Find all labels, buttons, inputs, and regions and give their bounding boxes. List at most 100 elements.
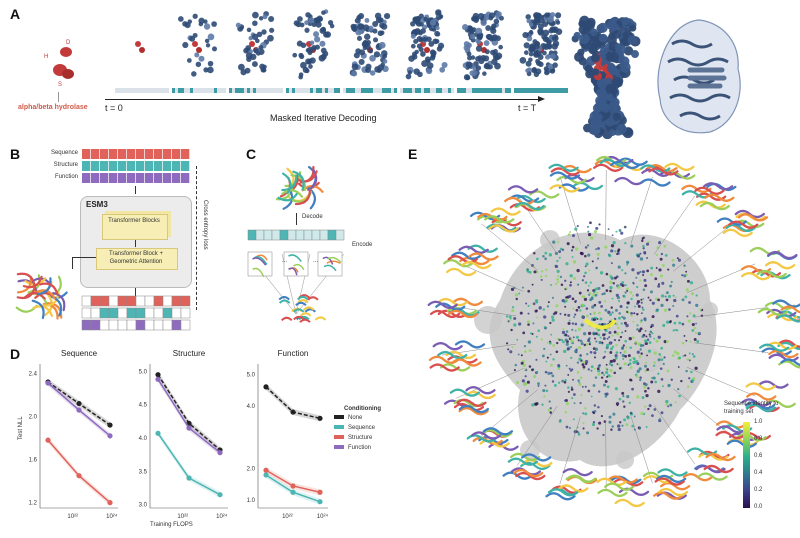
token-strip xyxy=(115,88,169,93)
y-tick-label: 2.4 xyxy=(29,371,38,377)
protein-ribbon-icon xyxy=(275,165,324,210)
callout-line xyxy=(686,366,756,397)
token-strip xyxy=(400,88,454,93)
callout-line xyxy=(605,170,607,241)
legend: None Sequence Structure Function xyxy=(334,415,394,457)
residue-label-s: S xyxy=(58,82,63,88)
decoding-frame xyxy=(235,11,275,76)
data-point xyxy=(317,489,323,495)
data-point xyxy=(217,450,223,456)
data-point xyxy=(76,400,82,407)
data-point xyxy=(263,384,269,390)
esm3-box xyxy=(80,196,192,288)
token-row-icon xyxy=(247,229,345,241)
protein-icon xyxy=(443,386,496,416)
callout-line xyxy=(441,343,517,356)
y-tick-label: 3.0 xyxy=(139,503,148,509)
legend-item: Structure xyxy=(334,435,372,441)
ellipsis-1: ... xyxy=(282,258,288,264)
legend-item: Function xyxy=(334,445,371,451)
data-point xyxy=(45,437,51,443)
decoding-frame xyxy=(178,13,218,77)
track-label-function: Function xyxy=(54,174,78,180)
density-island xyxy=(540,230,560,250)
data-point xyxy=(155,372,161,378)
protein-icon xyxy=(545,468,598,501)
y-tick-label: 5.0 xyxy=(247,372,256,378)
protein-icon xyxy=(443,244,499,277)
data-point xyxy=(290,483,296,489)
residue-label-h: H xyxy=(44,54,49,60)
legend-swatch xyxy=(334,445,344,450)
colorbar-tick: 0.8 xyxy=(754,436,763,442)
track-label-sequence: Sequence xyxy=(50,150,78,156)
y-tick-label: 1.0 xyxy=(247,498,256,504)
protein-icon xyxy=(596,475,650,508)
protein-icon xyxy=(759,339,800,369)
y-tick-label: 2.0 xyxy=(29,414,38,420)
decoding-frame xyxy=(135,41,145,53)
panel-label-d: D xyxy=(10,346,21,362)
active-site-blobs xyxy=(50,40,90,90)
cartoon-protein-icon xyxy=(657,19,741,134)
embedding-map-svg xyxy=(427,155,800,508)
series-band xyxy=(158,371,220,453)
track-grid xyxy=(82,149,190,183)
structure-arrow xyxy=(72,257,96,258)
time-axis xyxy=(105,99,540,100)
density-island xyxy=(616,451,634,469)
data-point xyxy=(107,433,113,439)
decoding-frame xyxy=(349,12,391,77)
ellipsis-2: ... xyxy=(313,258,319,264)
x-tick-label: 10²⁴ xyxy=(106,513,118,520)
y-tick-label: 4.0 xyxy=(247,404,256,410)
x-tick-label: 10²² xyxy=(177,514,188,520)
panel-label-b: B xyxy=(10,146,21,162)
protein-icon xyxy=(642,468,691,500)
protein-icon xyxy=(740,246,798,281)
token-strip xyxy=(457,88,511,93)
local-structure-icon xyxy=(247,251,345,323)
protein-frames-icon xyxy=(135,9,563,81)
colorbar-tick: 0.6 xyxy=(754,453,763,459)
masked-input-tokens xyxy=(81,295,191,332)
legend-swatch xyxy=(334,425,344,430)
x-tick-label: 10²² xyxy=(282,514,293,520)
x-tick-label: 10²⁴ xyxy=(216,513,228,520)
y-tick-label: 2.0 xyxy=(247,467,256,473)
transformer-blocks xyxy=(102,214,168,240)
data-point xyxy=(186,475,192,481)
embedding-map xyxy=(410,150,800,538)
protein-icon xyxy=(504,185,560,212)
local-environments xyxy=(244,244,348,330)
t-end: t = T xyxy=(518,103,537,113)
density-region xyxy=(489,232,717,467)
legend-swatch xyxy=(334,415,344,420)
y-tick-label: 4.5 xyxy=(139,403,148,409)
final-structure-cartoon xyxy=(650,14,750,139)
decode-label: Decode xyxy=(302,214,323,220)
decoding-frame xyxy=(292,9,335,80)
chart-title: Sequence xyxy=(61,349,98,358)
legend-label: None xyxy=(348,415,363,421)
legend-label: Function xyxy=(348,445,372,451)
final-structure-spheres xyxy=(565,14,650,140)
track-label-structure: Structure xyxy=(53,162,78,168)
protein-icon xyxy=(548,163,604,193)
input-protein xyxy=(12,268,72,326)
callout-line xyxy=(481,223,538,271)
panel-label-a: A xyxy=(10,6,21,22)
callout-line xyxy=(673,225,731,272)
protein-icon xyxy=(428,340,486,372)
chart-title: Structure xyxy=(173,349,206,358)
token-strip xyxy=(172,88,226,93)
high-identity-cluster xyxy=(583,318,617,330)
encode-label: Encode xyxy=(352,242,373,248)
colorbar-title: Sequence identity to training set xyxy=(724,401,779,415)
time-axis-arrow-icon xyxy=(538,96,545,102)
protein-icon xyxy=(716,209,769,237)
geometric-attention-label: Transformer Block + Geometric Attention xyxy=(109,251,163,265)
data-point xyxy=(107,500,113,506)
data-point xyxy=(155,430,161,436)
decoding-frames xyxy=(105,8,563,88)
